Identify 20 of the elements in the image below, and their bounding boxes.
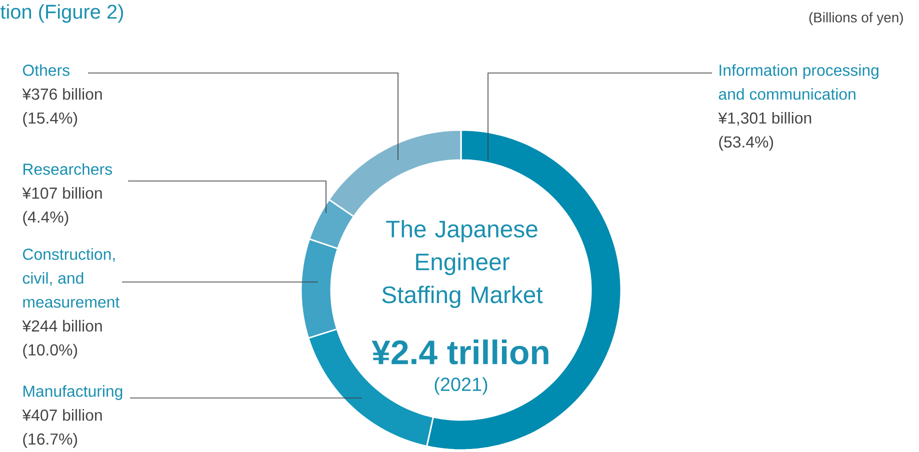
data-label: ¥244 billion (22, 320, 102, 332)
text: (2021) (434, 377, 488, 395)
text: (53.4%) (719, 136, 774, 151)
text: ¥2.4 trillion (372, 340, 548, 364)
text: (15.4%) (23, 112, 78, 127)
data-label: ¥107 billion (22, 187, 102, 199)
slice-label: Information processing and communication (718, 64, 878, 100)
slice-label: Others (22, 64, 70, 76)
slice-label: Manufacturing (24, 385, 122, 400)
text: (4.4%) (23, 211, 68, 226)
chart-title: tion (Figure 2) (0, 4, 123, 23)
data-label: ¥407 billion (22, 409, 102, 421)
data-label: ¥376 billion (22, 88, 102, 100)
text: The Japanese Engineer Staffing Market (382, 220, 543, 308)
text: (Billions of yen) (809, 12, 903, 26)
text: (10.0%) (23, 344, 78, 359)
slice-label: Construction, civil, and measurement (22, 248, 120, 308)
text: (16.7%) (23, 433, 78, 448)
data-label: ¥1,301 billion (718, 112, 812, 126)
slice-label: Researchers (24, 163, 112, 175)
